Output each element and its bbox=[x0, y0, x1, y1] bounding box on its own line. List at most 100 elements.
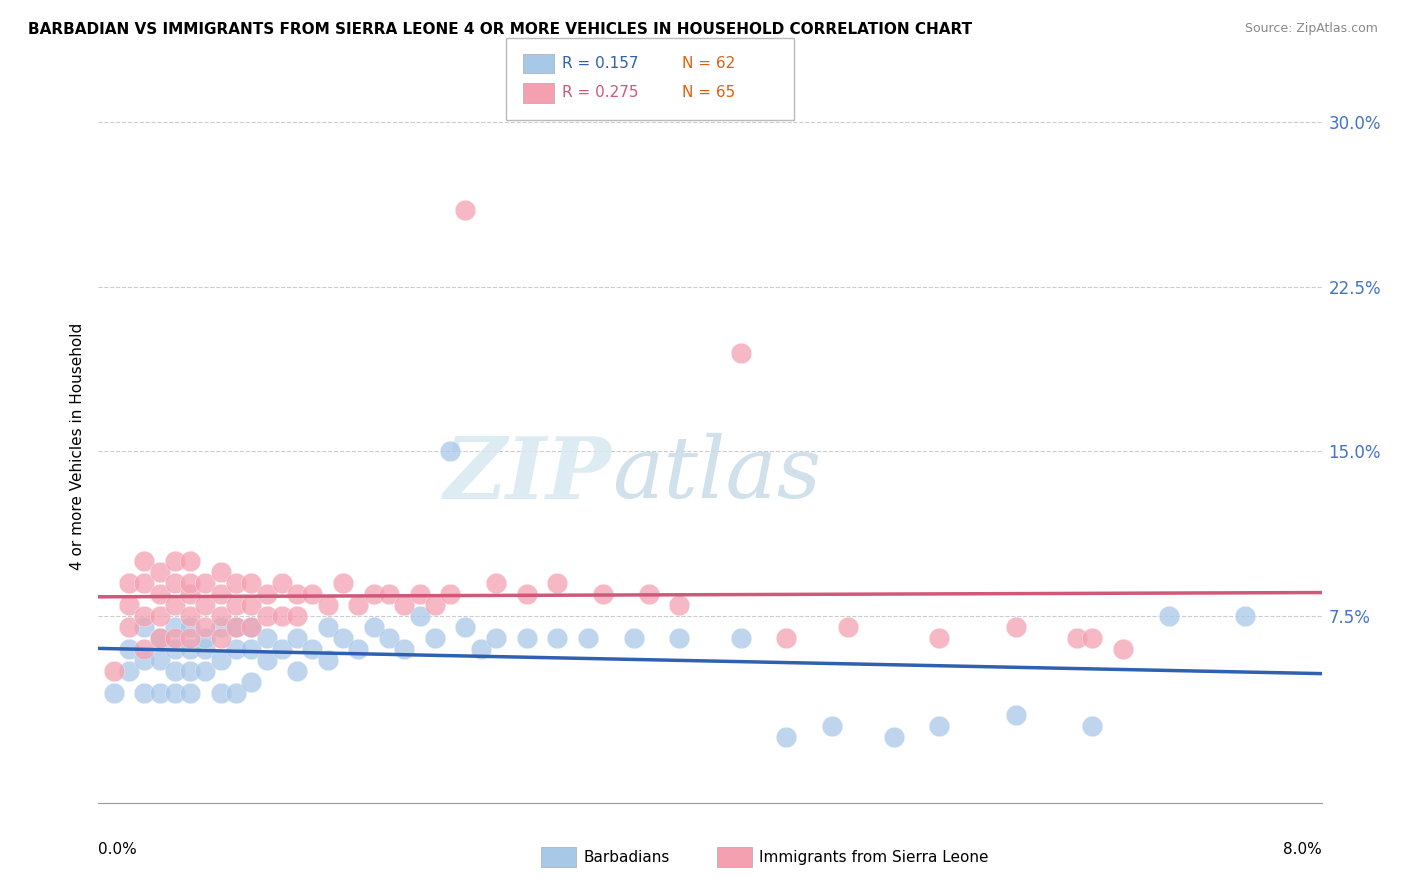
Point bbox=[179, 609, 201, 624]
Point bbox=[163, 686, 186, 700]
Point bbox=[378, 587, 401, 601]
Point bbox=[149, 566, 172, 580]
Point bbox=[149, 587, 172, 601]
Point bbox=[546, 576, 568, 591]
Point bbox=[837, 620, 859, 634]
Point bbox=[516, 587, 538, 601]
Point bbox=[118, 620, 141, 634]
Point bbox=[118, 598, 141, 612]
Point bbox=[423, 598, 446, 612]
Point bbox=[1112, 642, 1135, 657]
Point bbox=[347, 642, 370, 657]
Point bbox=[163, 598, 186, 612]
Point bbox=[103, 686, 125, 700]
Point bbox=[378, 631, 401, 645]
Text: Immigrants from Sierra Leone: Immigrants from Sierra Leone bbox=[759, 850, 988, 864]
Point bbox=[225, 686, 247, 700]
Point bbox=[256, 587, 278, 601]
Point bbox=[225, 620, 247, 634]
Point bbox=[256, 631, 278, 645]
Point bbox=[118, 664, 141, 678]
Point bbox=[301, 587, 323, 601]
Text: R = 0.157: R = 0.157 bbox=[562, 56, 638, 70]
Point bbox=[194, 631, 217, 645]
Point bbox=[134, 620, 156, 634]
Point bbox=[730, 345, 752, 359]
Point bbox=[149, 653, 172, 667]
Point bbox=[1234, 609, 1257, 624]
Point bbox=[179, 642, 201, 657]
Point bbox=[179, 587, 201, 601]
Point bbox=[225, 642, 247, 657]
Point bbox=[225, 598, 247, 612]
Point bbox=[163, 620, 186, 634]
Point bbox=[301, 642, 323, 657]
Point bbox=[1081, 631, 1104, 645]
Point bbox=[1081, 719, 1104, 733]
Point bbox=[134, 554, 156, 568]
Point bbox=[209, 686, 232, 700]
Text: Barbadians: Barbadians bbox=[583, 850, 669, 864]
Text: BARBADIAN VS IMMIGRANTS FROM SIERRA LEONE 4 OR MORE VEHICLES IN HOUSEHOLD CORREL: BARBADIAN VS IMMIGRANTS FROM SIERRA LEON… bbox=[28, 22, 972, 37]
Point bbox=[240, 642, 263, 657]
Point bbox=[209, 653, 232, 667]
Point bbox=[179, 686, 201, 700]
Point bbox=[332, 631, 354, 645]
Point bbox=[134, 609, 156, 624]
Point bbox=[668, 598, 690, 612]
Point bbox=[209, 609, 232, 624]
Point bbox=[270, 642, 294, 657]
Point bbox=[163, 631, 186, 645]
Point bbox=[363, 587, 385, 601]
Point bbox=[163, 576, 186, 591]
Point bbox=[240, 675, 263, 690]
Text: ZIP: ZIP bbox=[444, 433, 612, 516]
Point bbox=[485, 576, 508, 591]
Point bbox=[209, 587, 232, 601]
Point bbox=[363, 620, 385, 634]
Point bbox=[194, 664, 217, 678]
Text: R = 0.275: R = 0.275 bbox=[562, 86, 638, 100]
Point bbox=[439, 587, 461, 601]
Point bbox=[392, 642, 416, 657]
Point bbox=[163, 642, 186, 657]
Point bbox=[1004, 708, 1026, 723]
Point bbox=[270, 576, 294, 591]
Point bbox=[546, 631, 568, 645]
Point bbox=[149, 686, 172, 700]
Point bbox=[516, 631, 538, 645]
Point bbox=[928, 631, 950, 645]
Point bbox=[332, 576, 354, 591]
Point bbox=[194, 620, 217, 634]
Point bbox=[623, 631, 645, 645]
Text: atlas: atlas bbox=[612, 434, 821, 516]
Text: Source: ZipAtlas.com: Source: ZipAtlas.com bbox=[1244, 22, 1378, 36]
Point bbox=[134, 653, 156, 667]
Point bbox=[118, 642, 141, 657]
Text: N = 62: N = 62 bbox=[682, 56, 735, 70]
Point bbox=[637, 587, 661, 601]
Point bbox=[194, 642, 217, 657]
Point bbox=[485, 631, 508, 645]
Point bbox=[1066, 631, 1088, 645]
Point bbox=[592, 587, 614, 601]
Point bbox=[285, 631, 308, 645]
Point bbox=[668, 631, 690, 645]
Point bbox=[1157, 609, 1180, 624]
Point bbox=[163, 664, 186, 678]
Point bbox=[285, 609, 308, 624]
Point bbox=[316, 598, 339, 612]
Point bbox=[134, 642, 156, 657]
Point bbox=[225, 620, 247, 634]
Point bbox=[194, 598, 217, 612]
Point bbox=[392, 598, 416, 612]
Point bbox=[240, 620, 263, 634]
Point bbox=[149, 609, 172, 624]
Text: N = 65: N = 65 bbox=[682, 86, 735, 100]
Point bbox=[316, 653, 339, 667]
Text: 0.0%: 0.0% bbox=[98, 842, 138, 857]
Point bbox=[316, 620, 339, 634]
Point bbox=[209, 566, 232, 580]
Y-axis label: 4 or more Vehicles in Household: 4 or more Vehicles in Household bbox=[69, 322, 84, 570]
Point bbox=[163, 554, 186, 568]
